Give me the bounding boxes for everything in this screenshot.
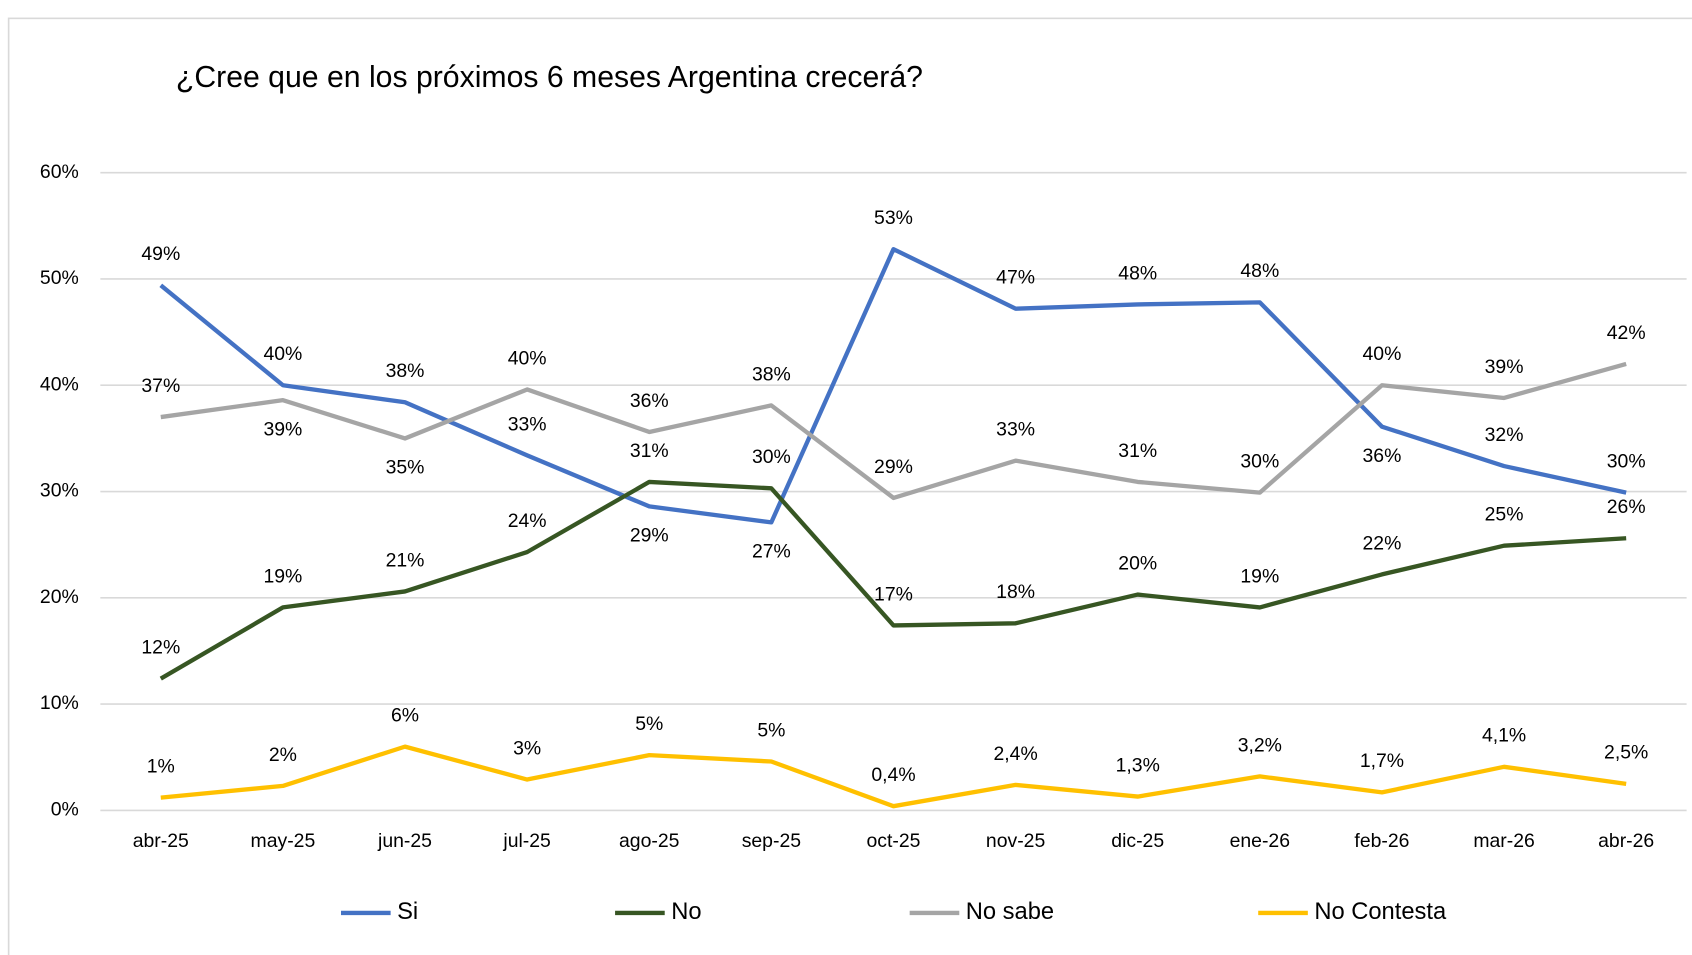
data-label: 18%: [996, 581, 1035, 603]
data-label: 39%: [1485, 356, 1524, 378]
data-label: 5%: [757, 719, 785, 741]
data-label: 31%: [630, 440, 669, 462]
legend-label: No Contesta: [1314, 899, 1447, 925]
x-tick-label: mar-26: [1473, 830, 1534, 852]
x-tick-label: may-25: [251, 830, 316, 852]
legend-label: No sabe: [966, 899, 1054, 925]
data-label: 12%: [141, 637, 180, 659]
line-series: [159, 247, 1627, 525]
data-label: 1,3%: [1116, 754, 1160, 776]
chart-title: ¿Cree que en los próximos 6 meses Argent…: [176, 61, 923, 94]
line-series: [160, 744, 1627, 809]
data-label: 53%: [874, 207, 913, 229]
data-label: 48%: [1118, 262, 1157, 284]
data-label: 5%: [635, 713, 663, 735]
line-series: [159, 479, 1627, 681]
data-label: 19%: [263, 565, 302, 587]
data-label: 49%: [141, 243, 180, 265]
data-label: 19%: [1240, 565, 1279, 587]
data-label: 33%: [508, 413, 547, 435]
data-label: 47%: [996, 267, 1035, 289]
data-label: 48%: [1240, 260, 1279, 282]
data-label: 40%: [1363, 343, 1402, 365]
data-label: 35%: [386, 457, 425, 479]
y-tick-label: 30%: [40, 480, 79, 502]
data-label: 2,5%: [1604, 742, 1648, 764]
y-tick-label: 0%: [51, 799, 79, 821]
chart-frame: [7, 17, 1692, 955]
data-label: 29%: [630, 525, 669, 547]
line-series: [160, 361, 1627, 501]
data-label: 30%: [752, 446, 791, 468]
data-label: 20%: [1118, 553, 1157, 575]
x-tick-label: feb-26: [1354, 830, 1409, 852]
y-tick-label: 20%: [40, 586, 79, 608]
data-label: 40%: [263, 343, 302, 365]
data-label: 31%: [1118, 440, 1157, 462]
data-label: 25%: [1485, 504, 1524, 526]
data-label: 3,2%: [1238, 734, 1282, 756]
data-label: 24%: [508, 510, 547, 532]
x-tick-label: sep-25: [742, 830, 801, 852]
x-tick-label: ene-26: [1230, 830, 1290, 852]
data-label: 6%: [391, 705, 419, 727]
data-label: 36%: [1363, 445, 1402, 467]
data-label: 3%: [513, 737, 541, 759]
data-label: 1,7%: [1360, 750, 1404, 772]
data-label: 4,1%: [1482, 725, 1526, 747]
x-tick-label: jul-25: [502, 830, 550, 852]
data-label: 1%: [147, 756, 175, 778]
data-label: 27%: [752, 541, 791, 563]
y-tick-label: 40%: [40, 373, 79, 395]
data-label: 17%: [874, 583, 913, 605]
x-tick-label: oct-25: [867, 830, 921, 852]
data-label: 39%: [263, 418, 302, 440]
data-label: 30%: [1240, 451, 1279, 473]
data-label: 42%: [1607, 322, 1646, 344]
data-label: 38%: [752, 363, 791, 385]
data-label: 22%: [1363, 532, 1402, 554]
x-tick-label: abr-26: [1598, 830, 1654, 852]
data-label: 36%: [630, 390, 669, 412]
data-label: 32%: [1485, 424, 1524, 446]
y-tick-label: 50%: [40, 267, 79, 289]
data-label: 21%: [386, 549, 425, 571]
data-label: 26%: [1607, 496, 1646, 518]
data-label: 40%: [508, 347, 547, 369]
x-tick-label: dic-25: [1111, 830, 1164, 852]
data-label: 29%: [874, 456, 913, 478]
legend-label: No: [671, 899, 701, 925]
x-tick-label: abr-25: [133, 830, 189, 852]
data-label: 30%: [1607, 451, 1646, 473]
y-tick-label: 60%: [40, 161, 79, 183]
x-tick-label: nov-25: [986, 830, 1045, 852]
data-label: 38%: [386, 360, 425, 382]
data-label: 0,4%: [871, 764, 915, 786]
y-tick-label: 10%: [40, 692, 79, 714]
legend-label: Si: [397, 899, 418, 925]
x-tick-label: ago-25: [619, 830, 679, 852]
x-tick-label: jun-25: [377, 830, 432, 852]
data-label: 37%: [141, 375, 180, 397]
data-label: 2,4%: [993, 743, 1037, 765]
data-label: 2%: [269, 744, 297, 766]
data-label: 33%: [996, 419, 1035, 441]
